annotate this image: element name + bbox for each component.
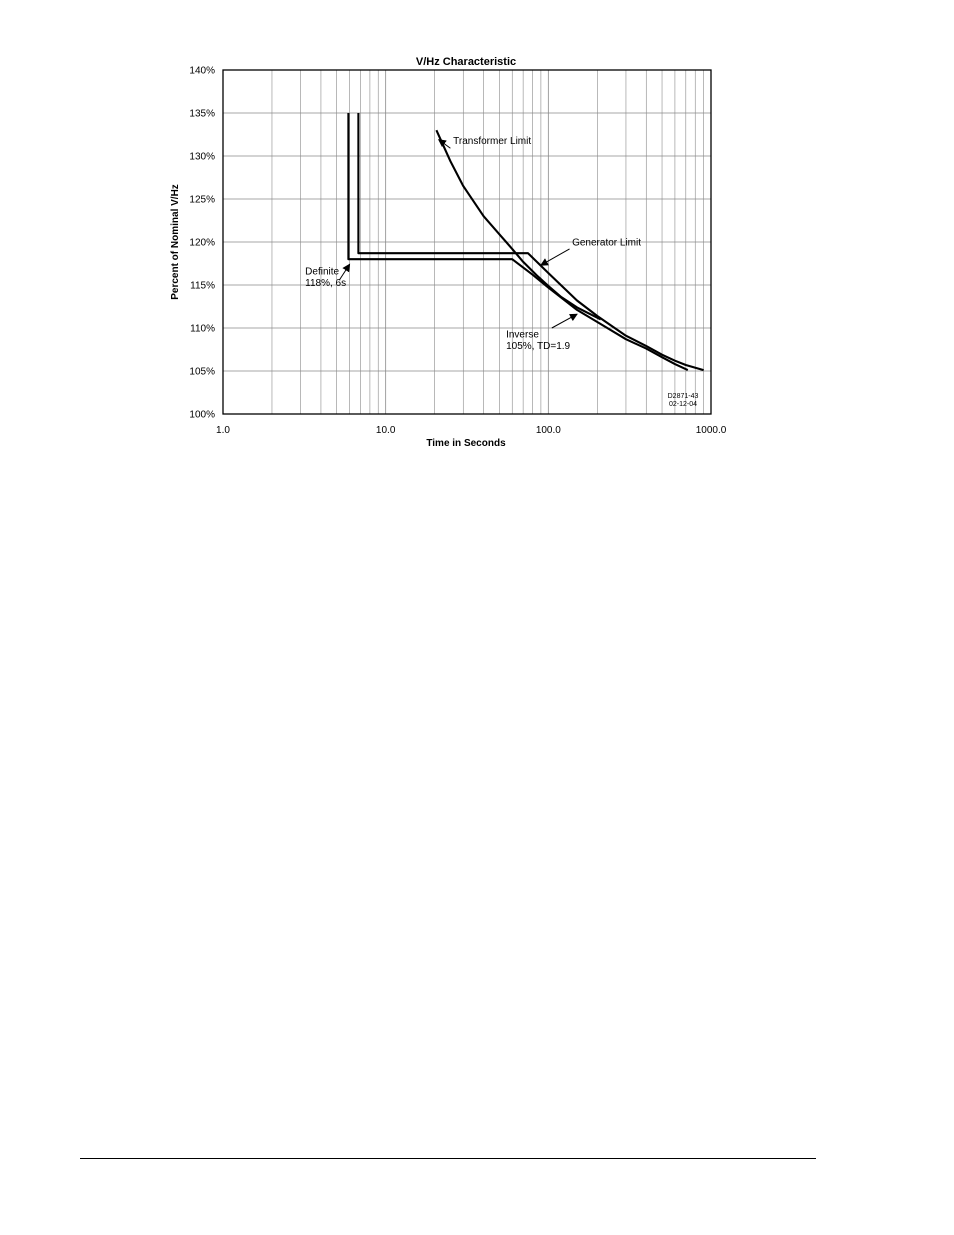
annotation-arrow-1 [437,139,451,149]
annotation-text-3: Definite [305,267,339,278]
y-tick-label: 110% [190,324,215,335]
y-tick-label: 140% [189,66,215,77]
series-line-3 [347,113,689,372]
annotation-layer: Transformer Limit Generator Limit Definite… [305,136,641,352]
y-tick-label: 135% [189,109,215,120]
y-tick-label: 130% [189,152,215,163]
x-tick-labels: 1.0 10.0 100.0 1000.0 [216,425,727,436]
y-axis-label: Percent of Nominal V/Hz [170,184,181,300]
annotation-text-1: Transformer Limit [453,136,531,147]
y-tick-label: 105% [189,367,215,378]
annotation-arrow-3 [339,263,351,281]
y-tick-label: 100% [189,410,215,421]
y-tick-label: 125% [189,195,215,206]
annotation-text-4: Inverse [506,329,539,340]
series-line-1 [435,129,602,321]
annotation-text-4: 105%, TD=1.9 [506,341,570,352]
y-tick-label: 120% [189,238,215,249]
x-tick-label: 100.0 [536,425,561,436]
annotation-arrow-2 [540,248,570,266]
annotation-text-2: Generator Limit [572,237,641,248]
x-tick-label: 1000.0 [696,425,727,436]
series-layer [347,113,704,372]
plot-frame [222,69,712,415]
y-tick-labels: 100% 105% 110% 115% 120% 125% 130% 135% 140% [189,66,215,421]
series-line-2 [357,113,704,372]
drawing-id-line: D2871-43 [668,393,699,400]
chart-title: V/Hz Characteristic [416,56,516,68]
footer-rule [80,1158,816,1159]
x-tick-label: 1.0 [216,425,230,436]
annotation-text-3: 118%, 6s [305,278,346,289]
drawing-id-line: 02-12-04 [669,401,697,408]
annotation-arrow-4 [551,313,578,329]
x-axis-label: Time in Seconds [426,438,506,449]
x-tick-label: 10.0 [376,425,396,436]
y-tick-label: 115% [190,281,215,292]
